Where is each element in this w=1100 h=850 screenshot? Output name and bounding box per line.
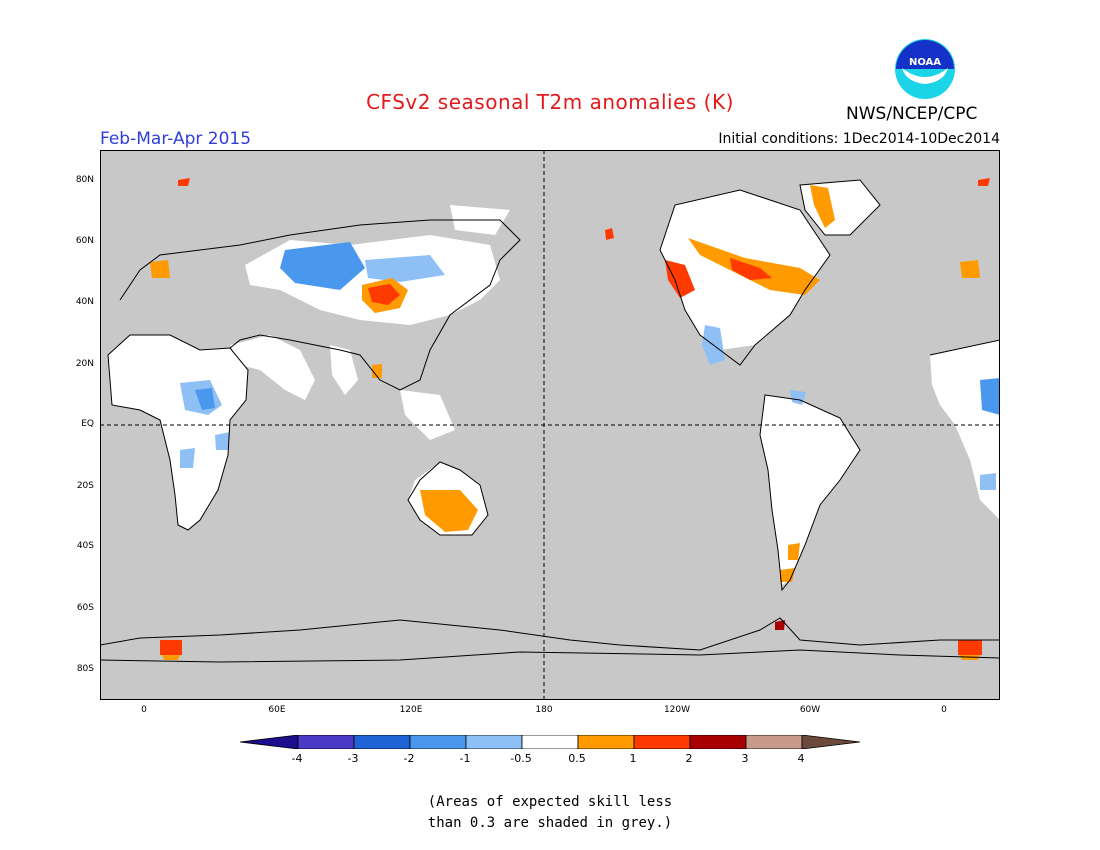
colorbar-label-3: 3	[741, 752, 749, 765]
colorbar-box-4	[465, 735, 523, 749]
colorbar-label-minus1: -1	[459, 752, 471, 765]
colorbar-label-minus2: -2	[403, 752, 415, 765]
forecast-period: Feb-Mar-Apr 2015	[100, 129, 252, 149]
anomaly-map	[100, 150, 1000, 700]
colorbar-label-2: 2	[685, 752, 693, 765]
colorbar-box-6	[577, 735, 635, 749]
map-title: CFSv2 seasonal T2m anomalies (K)	[366, 90, 734, 114]
lat-tick-20s: 20S	[76, 481, 94, 491]
colorbar-label-1: 1	[629, 752, 637, 765]
lat-tick-80n: 80N	[75, 175, 94, 185]
lat-tick-eq: EQ	[81, 419, 94, 429]
lat-tick-40n: 40N	[75, 297, 94, 307]
colorbar-arrow-low	[240, 735, 299, 749]
lon-tick-120w: 120W	[663, 705, 691, 715]
noaa-logo: NOAA	[894, 38, 956, 100]
lat-tick-40s: 40S	[76, 541, 94, 551]
neutral-land-regions	[108, 180, 1000, 585]
lon-tick-60w: 60W	[799, 705, 821, 715]
colorbar	[240, 735, 860, 749]
colorbar-box-9	[745, 735, 803, 749]
lat-tick-60n: 60N	[75, 236, 94, 246]
skill-note-line-1: (Areas of expected skill less	[427, 794, 673, 810]
colorbar-label-minus3: -3	[347, 752, 359, 765]
skill-note-line-2: than 0.3 are shaded in grey.)	[427, 815, 673, 831]
lon-tick-0-left: 0	[141, 705, 147, 715]
colorbar-box-2	[353, 735, 411, 749]
colorbar-box-1	[297, 735, 355, 749]
lon-tick-120e: 120E	[399, 705, 423, 715]
colorbar-box-7	[633, 735, 691, 749]
lat-tick-60s: 60S	[76, 603, 94, 613]
colorbar-segments	[240, 735, 860, 749]
agency-label: NWS/NCEP/CPC	[846, 104, 978, 124]
colorbar-label-4: 4	[797, 752, 805, 765]
colorbar-arrow-high	[801, 735, 860, 749]
lon-tick-0-right: 0	[941, 705, 947, 715]
noaa-logo-text: NOAA	[909, 57, 941, 68]
colorbar-box-5	[521, 735, 579, 749]
lat-tick-20n: 20N	[75, 359, 94, 369]
initial-conditions: Initial conditions: 1Dec2014-10Dec2014	[718, 131, 1000, 147]
lon-tick-60e: 60E	[268, 705, 286, 715]
lat-tick-80s: 80S	[76, 664, 94, 674]
colorbar-box-3	[409, 735, 467, 749]
cool-anomaly-regions	[180, 242, 1000, 490]
warm-anomaly-regions	[150, 178, 990, 660]
coastlines	[100, 179, 1000, 663]
lon-tick-180: 180	[535, 705, 553, 715]
colorbar-label-0-5: 0.5	[568, 752, 586, 765]
skill-note: (Areas of expected skill less than 0.3 a…	[0, 792, 1100, 834]
colorbar-label-minus0-5: -0.5	[510, 752, 532, 765]
colorbar-label-minus4: -4	[291, 752, 303, 765]
colorbar-box-8	[689, 735, 747, 749]
